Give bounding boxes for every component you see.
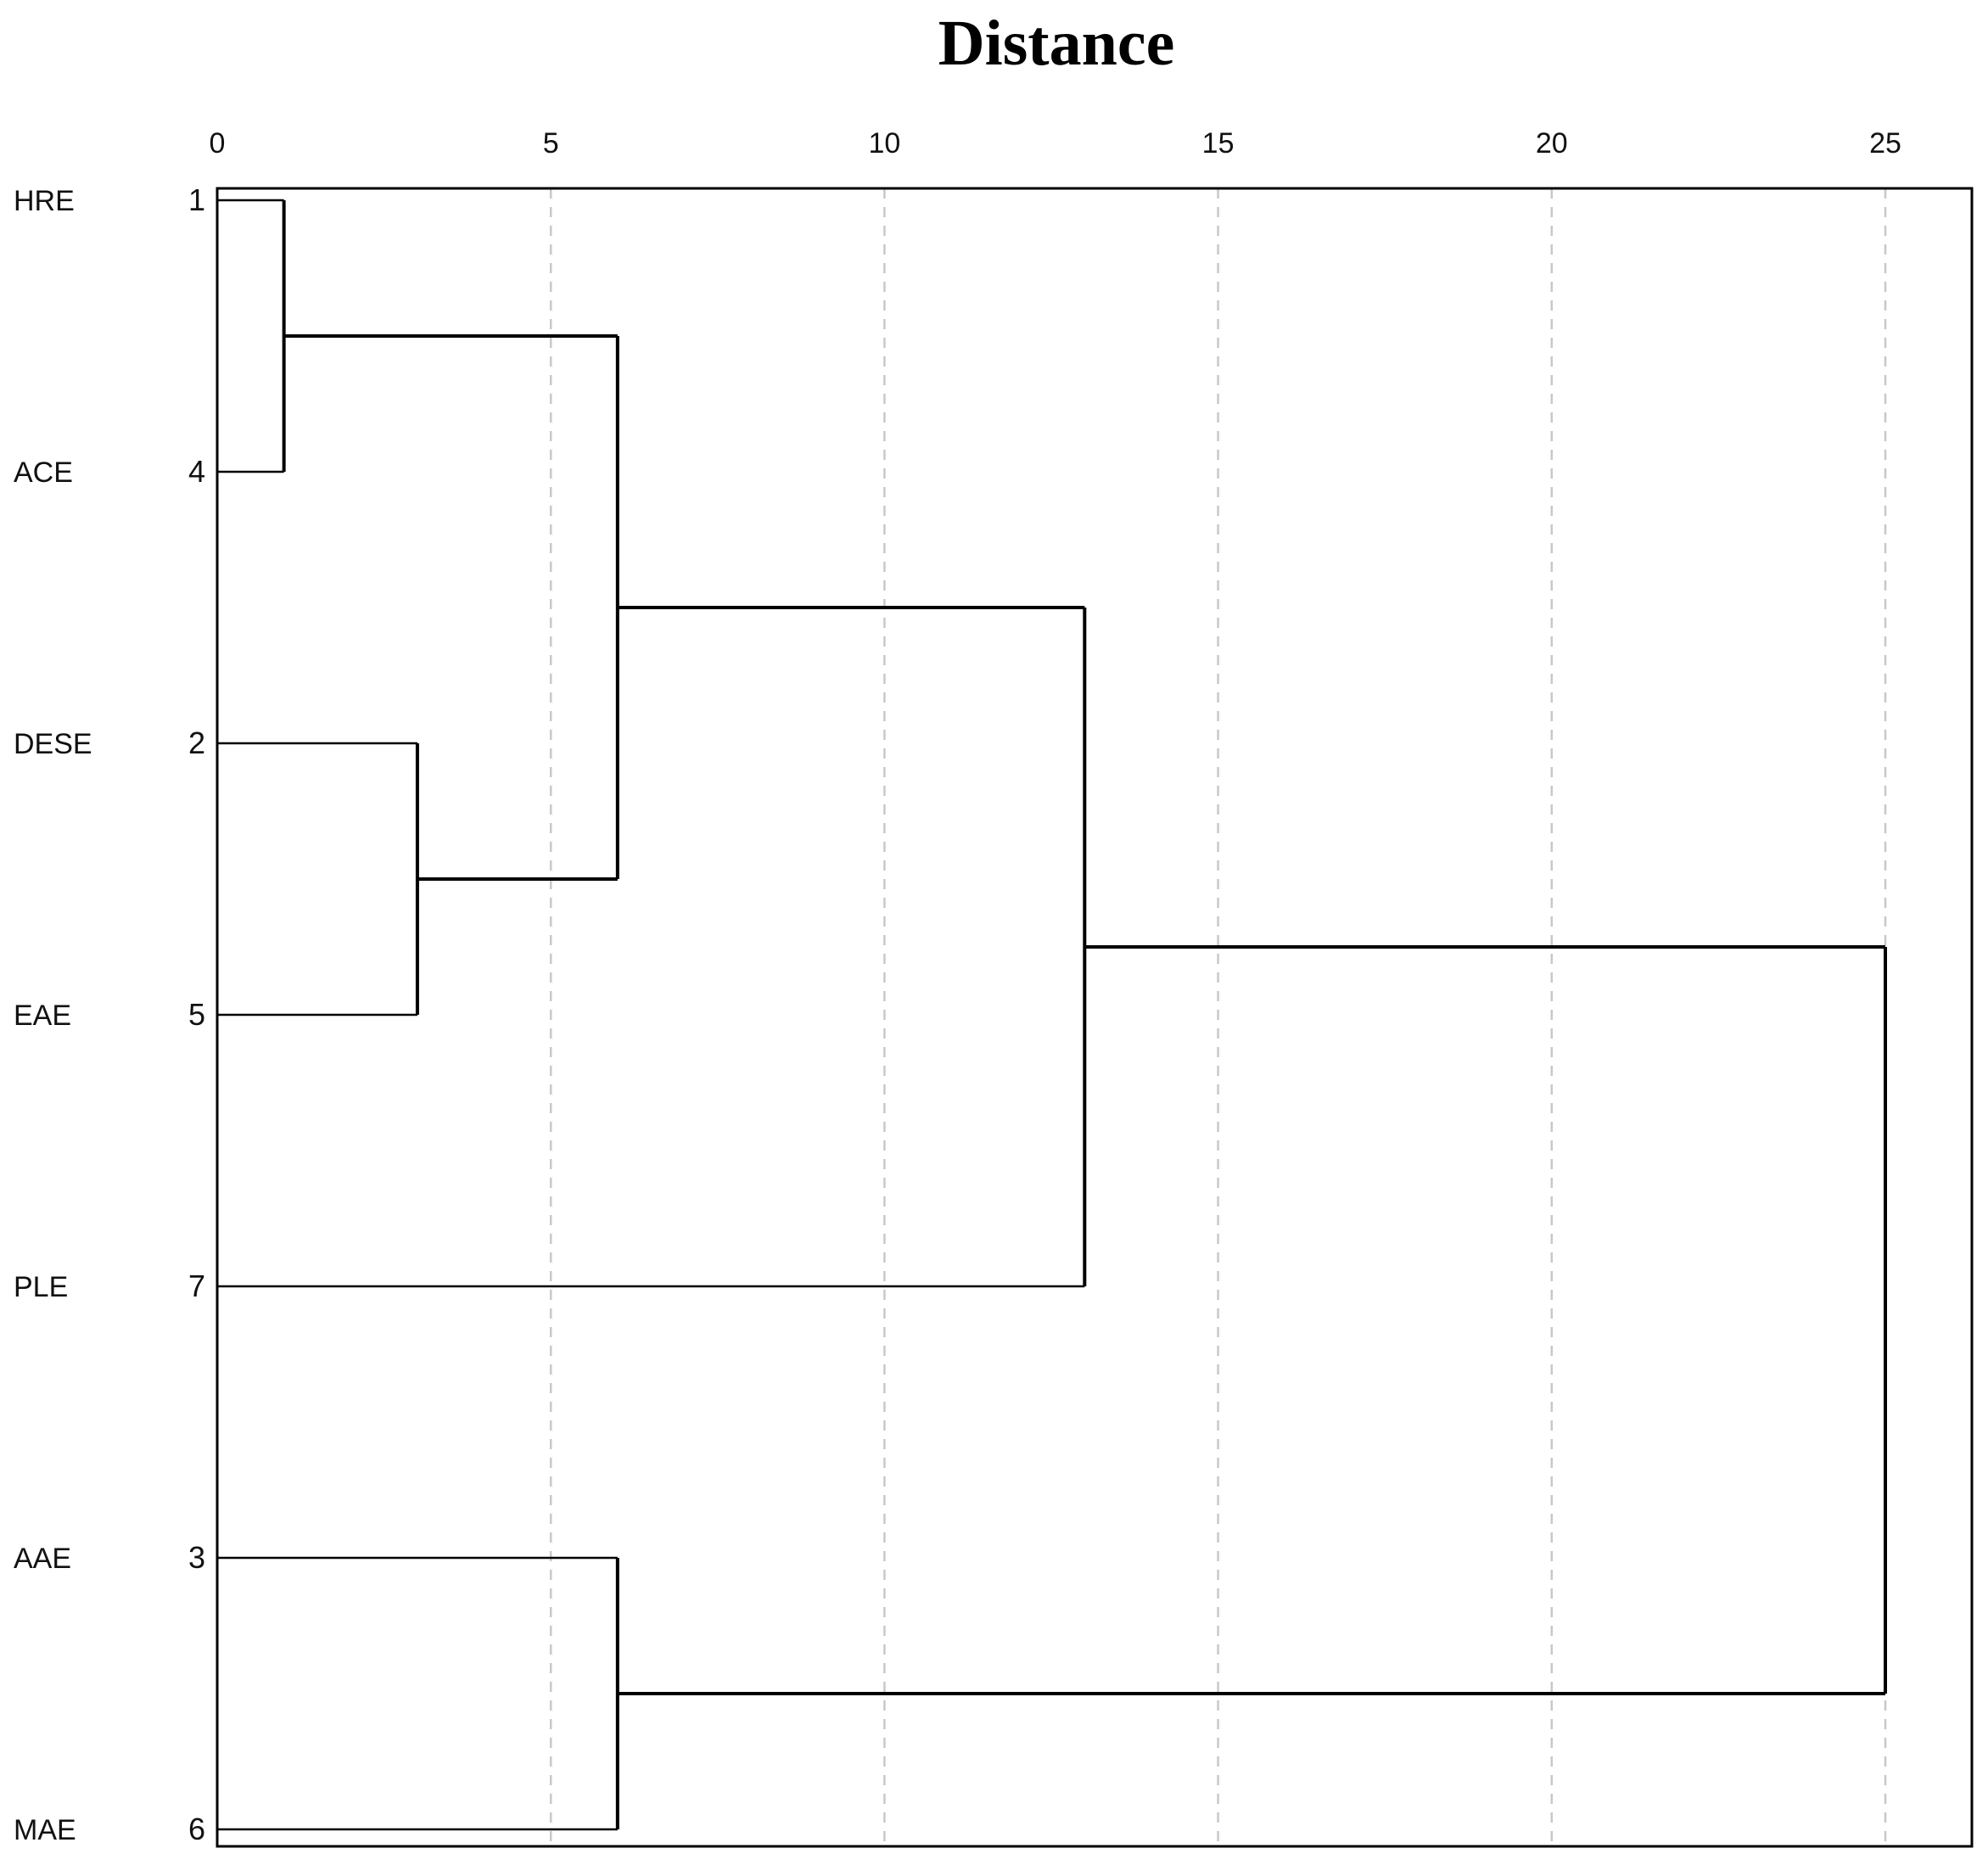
leaf-number: 4	[188, 454, 205, 489]
leaf-label: PLE	[14, 1271, 68, 1303]
leaf-number: 5	[188, 997, 205, 1032]
leaf-label: MAE	[14, 1814, 76, 1846]
leaf-label: HRE	[14, 185, 75, 217]
leaf-label: ACE	[14, 456, 73, 489]
plot-frame	[216, 187, 1974, 1848]
leaf-number: 7	[188, 1269, 205, 1303]
leaf-label: AAE	[14, 1543, 71, 1575]
leaf-labels: HRE 1 ACE 4 DESE 2 EAE 5 PLE 7 AAE 3 MAE 6	[14, 182, 205, 1846]
dendrogram-links	[217, 199, 1887, 1831]
leaf-label: DESE	[14, 728, 92, 760]
leaf-label: EAE	[14, 1000, 71, 1032]
x-tick-label: 15	[1202, 127, 1235, 160]
chart-title: Distance	[938, 8, 1175, 79]
x-tick-label: 10	[868, 127, 900, 160]
x-tick-label: 0	[210, 127, 226, 160]
x-tick-label: 5	[543, 127, 559, 160]
leaf-number: 3	[188, 1540, 205, 1575]
x-tick-label: 25	[1869, 127, 1901, 160]
leaf-number: 6	[188, 1812, 205, 1846]
grid-lines	[549, 188, 1887, 1846]
leaf-number: 2	[188, 725, 205, 760]
x-axis-ticks: 0 5 10 15 20 25	[210, 127, 1901, 160]
leaf-number: 1	[188, 182, 205, 217]
x-tick-label: 20	[1536, 127, 1568, 160]
